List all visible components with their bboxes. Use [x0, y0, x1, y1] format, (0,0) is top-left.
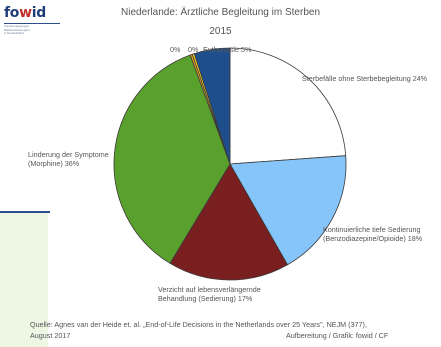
label-kontinuierliche-sedierung: Kontinuierliche tiefe Sedierung (Benzodi… [323, 225, 423, 243]
logo-subtitle: Forschungsgruppe Weltanschauungen in Deu… [4, 24, 30, 36]
label-linderung: Linderung der Symptome (Morphine) 36% [28, 150, 109, 168]
label-zero-1: 0% [170, 45, 181, 54]
pie-slice-euth [193, 47, 231, 165]
background-accent-bar [0, 211, 50, 213]
label-verzicht: Verzicht auf lebensverlängernde Behandlu… [158, 285, 261, 303]
pie-slice-verz [169, 163, 289, 281]
footer-source-line2: August 2017 [30, 331, 71, 340]
fowid-logo: fowid Forschungsgruppe Weltanschauungen … [4, 6, 64, 42]
logo-rule [4, 23, 60, 24]
logo-wordmark: fowid [4, 5, 46, 21]
label-euthanasie: Euthanasie 5% [203, 45, 252, 54]
footer-source-line1: Quelle: Agnes van der Heide et. al. „End… [30, 320, 367, 329]
background-panel [0, 212, 48, 347]
chart-title: Niederlande: Ärztliche Begleitung im Ste… [121, 7, 320, 18]
pie-slice-kont [229, 155, 347, 266]
pie-slice-lind [113, 54, 231, 264]
pie-slice-ohne [229, 47, 347, 165]
label-ohne-sterbebegleitung: Sterbefälle ohne Sterbebegleitung 24% [302, 74, 428, 83]
chart-subtitle: 2015 [209, 26, 232, 37]
footer-credit: Aufbereitung / Grafik: fowid / CF [286, 331, 389, 340]
label-zero-2: 0% [188, 45, 199, 54]
